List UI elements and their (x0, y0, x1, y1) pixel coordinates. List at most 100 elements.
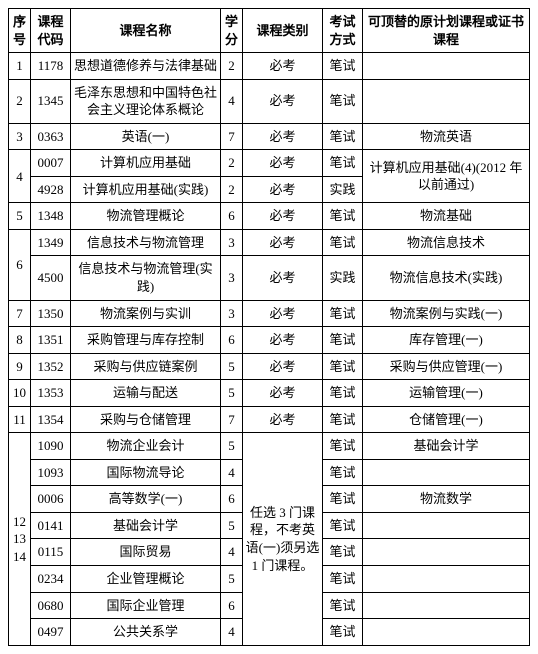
cell-seq: 5 (9, 203, 31, 230)
cell-name: 高等数学(一) (71, 486, 221, 513)
cell-exam: 笔试 (323, 327, 363, 354)
cell-exam: 笔试 (323, 512, 363, 539)
table-row: 40007计算机应用基础2必考笔试计算机应用基础(4)(2012 年以前通过) (9, 150, 530, 177)
cell-credit: 5 (221, 566, 243, 593)
cell-exam: 笔试 (323, 79, 363, 123)
table-row: 71350物流案例与实训3必考笔试物流案例与实践(一) (9, 300, 530, 327)
cell-credit: 2 (221, 53, 243, 80)
cell-name: 公共关系学 (71, 619, 221, 646)
cell-replace: 物流数学 (363, 486, 530, 513)
cell-replace: 物流基础 (363, 203, 530, 230)
cell-code: 1345 (31, 79, 71, 123)
cell-type: 必考 (243, 353, 323, 380)
cell-replace: 采购与供应管理(一) (363, 353, 530, 380)
cell-type: 必考 (243, 300, 323, 327)
cell-type: 必考 (243, 380, 323, 407)
cell-code: 1353 (31, 380, 71, 407)
table-row: 51348物流管理概论6必考笔试物流基础 (9, 203, 530, 230)
table-row: 12 13 141090物流企业会计5任选 3 门课程，不考英语(一)须另选 1… (9, 433, 530, 460)
cell-replace (363, 459, 530, 486)
header-seq: 序号 (9, 9, 31, 53)
table-row: 21345毛泽东思想和中国特色社会主义理论体系概论4必考笔试 (9, 79, 530, 123)
cell-code: 0680 (31, 592, 71, 619)
cell-credit: 6 (221, 592, 243, 619)
table-row: 111354采购与仓储管理7必考笔试仓储管理(一) (9, 406, 530, 433)
cell-code: 1348 (31, 203, 71, 230)
cell-name: 国际物流导论 (71, 459, 221, 486)
table-header-row: 序号 课程代码 课程名称 学分 课程类别 考试方式 可顶替的原计划课程或证书课程 (9, 9, 530, 53)
cell-exam: 笔试 (323, 566, 363, 593)
cell-code: 0007 (31, 150, 71, 177)
cell-name: 企业管理概论 (71, 566, 221, 593)
cell-credit: 5 (221, 380, 243, 407)
cell-name: 国际贸易 (71, 539, 221, 566)
cell-replace: 计算机应用基础(4)(2012 年以前通过) (363, 150, 530, 203)
header-replace: 可顶替的原计划课程或证书课程 (363, 9, 530, 53)
cell-seq: 7 (9, 300, 31, 327)
cell-code: 1349 (31, 229, 71, 256)
cell-credit: 6 (221, 486, 243, 513)
cell-replace (363, 512, 530, 539)
cell-code: 0006 (31, 486, 71, 513)
cell-code: 0234 (31, 566, 71, 593)
cell-type: 必考 (243, 406, 323, 433)
table-row: 61349信息技术与物流管理3必考笔试物流信息技术 (9, 229, 530, 256)
cell-code: 1354 (31, 406, 71, 433)
cell-seq: 11 (9, 406, 31, 433)
cell-name: 英语(一) (71, 123, 221, 150)
cell-replace: 仓储管理(一) (363, 406, 530, 433)
cell-type: 必考 (243, 53, 323, 80)
cell-seq: 9 (9, 353, 31, 380)
course-table: 序号 课程代码 课程名称 学分 课程类别 考试方式 可顶替的原计划课程或证书课程… (8, 8, 530, 646)
cell-credit: 3 (221, 256, 243, 300)
cell-name: 信息技术与物流管理 (71, 229, 221, 256)
cell-code: 1351 (31, 327, 71, 354)
cell-type: 必考 (243, 256, 323, 300)
cell-exam: 笔试 (323, 300, 363, 327)
cell-type: 必考 (243, 203, 323, 230)
cell-replace: 物流案例与实践(一) (363, 300, 530, 327)
cell-name: 信息技术与物流管理(实践) (71, 256, 221, 300)
cell-credit: 2 (221, 150, 243, 177)
cell-name: 物流案例与实训 (71, 300, 221, 327)
cell-seq: 2 (9, 79, 31, 123)
cell-exam: 笔试 (323, 353, 363, 380)
cell-seq-group: 12 13 14 (9, 433, 31, 645)
cell-credit: 5 (221, 433, 243, 460)
cell-replace: 库存管理(一) (363, 327, 530, 354)
cell-exam: 实践 (323, 256, 363, 300)
cell-code: 0363 (31, 123, 71, 150)
cell-credit: 4 (221, 459, 243, 486)
cell-replace (363, 79, 530, 123)
cell-exam: 笔试 (323, 53, 363, 80)
cell-exam: 笔试 (323, 150, 363, 177)
cell-exam: 笔试 (323, 592, 363, 619)
cell-name: 采购与供应链案例 (71, 353, 221, 380)
cell-exam: 笔试 (323, 459, 363, 486)
cell-replace (363, 539, 530, 566)
cell-exam: 笔试 (323, 433, 363, 460)
cell-exam: 笔试 (323, 380, 363, 407)
cell-code: 1350 (31, 300, 71, 327)
cell-seq: 3 (9, 123, 31, 150)
cell-code: 1093 (31, 459, 71, 486)
cell-credit: 3 (221, 300, 243, 327)
header-credit: 学分 (221, 9, 243, 53)
cell-code: 1352 (31, 353, 71, 380)
cell-exam: 笔试 (323, 123, 363, 150)
cell-name: 毛泽东思想和中国特色社会主义理论体系概论 (71, 79, 221, 123)
header-exam: 考试方式 (323, 9, 363, 53)
cell-name: 思想道德修养与法律基础 (71, 53, 221, 80)
cell-exam: 笔试 (323, 539, 363, 566)
header-type: 课程类别 (243, 9, 323, 53)
cell-code: 1178 (31, 53, 71, 80)
cell-replace: 基础会计学 (363, 433, 530, 460)
cell-exam: 笔试 (323, 229, 363, 256)
cell-replace: 物流信息技术 (363, 229, 530, 256)
cell-credit: 7 (221, 406, 243, 433)
cell-replace (363, 619, 530, 646)
cell-type-elective-note: 任选 3 门课程，不考英语(一)须另选 1 门课程。 (243, 433, 323, 645)
cell-name: 采购管理与库存控制 (71, 327, 221, 354)
cell-code: 4928 (31, 176, 71, 203)
cell-seq: 6 (9, 229, 31, 300)
